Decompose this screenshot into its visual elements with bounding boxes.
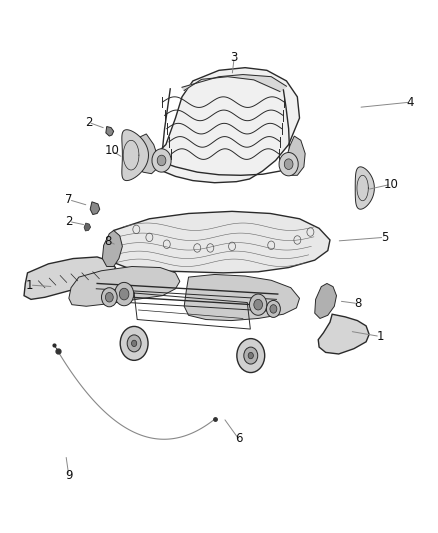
Circle shape: [152, 149, 171, 172]
Circle shape: [127, 335, 141, 352]
Polygon shape: [122, 130, 148, 181]
Polygon shape: [102, 230, 122, 266]
Text: 9: 9: [65, 470, 73, 482]
Circle shape: [284, 159, 293, 169]
Text: 7: 7: [65, 193, 73, 206]
Polygon shape: [110, 212, 330, 273]
Circle shape: [131, 340, 137, 346]
Polygon shape: [24, 257, 116, 300]
Circle shape: [106, 293, 113, 302]
Circle shape: [279, 152, 298, 176]
Polygon shape: [84, 223, 91, 231]
Circle shape: [102, 288, 117, 307]
Text: 4: 4: [407, 95, 414, 109]
Polygon shape: [90, 202, 100, 215]
Circle shape: [270, 305, 277, 313]
Polygon shape: [318, 314, 369, 354]
Polygon shape: [69, 266, 180, 306]
Text: 1: 1: [376, 330, 384, 343]
Text: 2: 2: [85, 116, 92, 129]
Circle shape: [237, 338, 265, 373]
Polygon shape: [145, 68, 300, 183]
Text: 1: 1: [26, 279, 33, 292]
Polygon shape: [136, 134, 158, 174]
Circle shape: [157, 155, 166, 166]
Polygon shape: [182, 75, 286, 92]
Text: 3: 3: [230, 51, 238, 63]
Text: 8: 8: [104, 235, 112, 247]
Text: 5: 5: [381, 231, 388, 244]
Text: 6: 6: [235, 432, 242, 446]
Circle shape: [254, 300, 262, 310]
Text: 8: 8: [355, 297, 362, 310]
Circle shape: [115, 282, 134, 306]
Polygon shape: [355, 167, 374, 209]
Circle shape: [119, 288, 129, 300]
Text: 10: 10: [384, 178, 398, 191]
Circle shape: [120, 326, 148, 360]
Polygon shape: [286, 136, 305, 175]
Polygon shape: [315, 284, 336, 318]
Circle shape: [248, 352, 253, 359]
Text: 10: 10: [105, 144, 120, 157]
Circle shape: [266, 301, 280, 317]
Polygon shape: [184, 274, 300, 320]
Text: 2: 2: [65, 215, 73, 228]
Polygon shape: [106, 126, 114, 136]
Circle shape: [244, 347, 258, 364]
Circle shape: [250, 294, 267, 316]
